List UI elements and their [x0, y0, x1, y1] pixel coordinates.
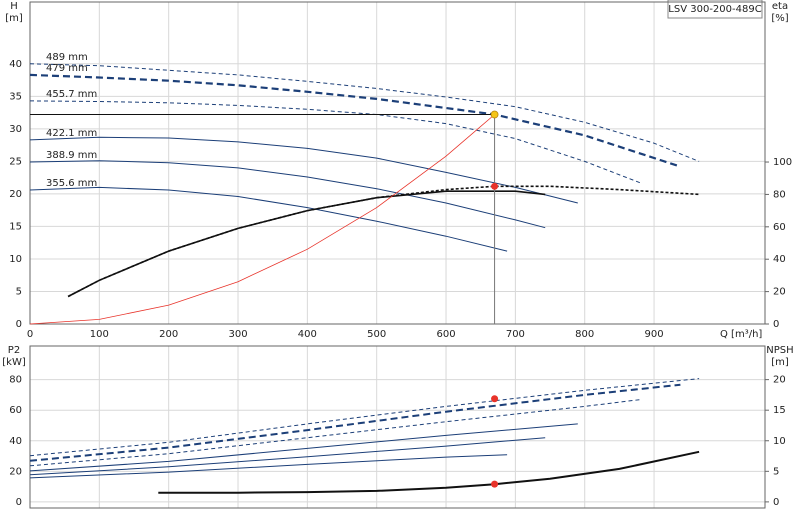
x-axis-label: Q [m³/h] [720, 329, 762, 340]
y2-tick-label: 20 [773, 287, 786, 298]
y2-tick-label: 20 [773, 375, 786, 386]
y-tick-label: 25 [9, 156, 22, 167]
curve [29, 73, 681, 168]
x-tick-label: 600 [436, 329, 455, 340]
curve [29, 454, 508, 479]
y2-axis-unit: [m] [771, 357, 789, 368]
curve-label: 422.1 mm [46, 128, 97, 139]
model-box [667, 0, 763, 19]
x-tick-label: 900 [645, 329, 664, 340]
y2-tick-label: 15 [773, 405, 786, 416]
curve [67, 190, 546, 298]
curve [158, 450, 700, 494]
curve-label: 455.7 mm [46, 89, 97, 100]
marker [490, 110, 499, 119]
x-tick-label: 800 [575, 329, 594, 340]
curve [29, 160, 546, 229]
y2-axis-label: eta [772, 1, 788, 12]
marker [491, 182, 499, 190]
y-tick-label: 40 [9, 59, 22, 70]
curve [29, 383, 681, 462]
marker [491, 480, 499, 488]
y-tick-label: 30 [9, 124, 22, 135]
x-tick-label: 500 [367, 329, 386, 340]
curve-label: 489 mm [46, 52, 88, 63]
y-tick-label: 15 [9, 221, 22, 232]
model-label: LSV 300-200-489C [668, 4, 761, 15]
curve [29, 63, 700, 162]
y-axis-unit: [kW] [2, 357, 26, 368]
curve [29, 378, 700, 457]
curve-label: 388.9 mm [46, 150, 97, 161]
y2-axis-unit: [%] [771, 13, 788, 24]
curve [29, 423, 578, 472]
y-tick-label: 10 [9, 254, 22, 265]
plot-frame [29, 1, 766, 325]
y2-tick-label: 10 [773, 436, 786, 447]
curve-label: 355.6 mm [46, 178, 97, 189]
curve [29, 186, 508, 252]
x-tick-label: 300 [228, 329, 247, 340]
y2-tick-label: 0 [773, 497, 779, 508]
plot-frame [29, 345, 766, 509]
y-tick-label: 60 [9, 405, 22, 416]
curve [29, 100, 641, 184]
y-tick-label: 80 [9, 375, 22, 386]
y2-axis-label: NPSH [766, 345, 793, 356]
x-tick-label: 400 [298, 329, 317, 340]
y-tick-label: 20 [9, 189, 22, 200]
y2-tick-label: 60 [773, 222, 786, 233]
y2-tick-label: 40 [773, 254, 786, 265]
y-tick-label: 5 [16, 286, 22, 297]
y2-tick-label: 80 [773, 189, 786, 200]
y-axis-unit: [m] [5, 13, 23, 24]
y-axis-label: P2 [8, 345, 20, 356]
y2-tick-label: 0 [773, 319, 779, 330]
x-tick-label: 700 [506, 329, 525, 340]
y-tick-label: 40 [9, 436, 22, 447]
y-tick-label: 0 [16, 319, 22, 330]
curve-label: 479 mm [46, 63, 88, 74]
x-tick-label: 200 [159, 329, 178, 340]
y-tick-label: 0 [16, 497, 22, 508]
marker [491, 395, 499, 403]
x-tick-label: 0 [27, 329, 33, 340]
x-tick-label: 100 [90, 329, 109, 340]
y2-tick-label: 5 [773, 466, 779, 477]
curve [29, 114, 495, 325]
curve [29, 399, 641, 467]
curve [29, 136, 578, 204]
y-tick-label: 35 [9, 91, 22, 102]
y2-tick-label: 100 [773, 157, 792, 168]
curve [29, 437, 546, 476]
y-tick-label: 20 [9, 466, 22, 477]
y-axis-label: H [10, 1, 18, 12]
